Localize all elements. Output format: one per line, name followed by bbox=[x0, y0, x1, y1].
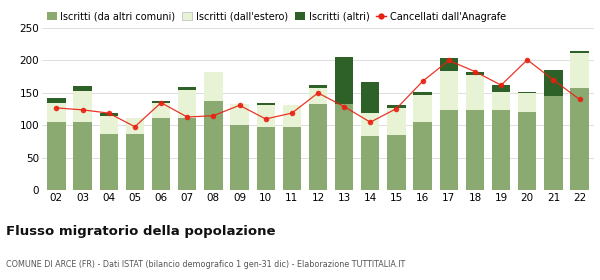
Bar bbox=[257, 103, 275, 105]
Bar bbox=[100, 113, 118, 116]
Bar bbox=[204, 71, 223, 101]
Bar bbox=[335, 57, 353, 104]
Bar bbox=[309, 88, 327, 104]
Legend: Iscritti (da altri comuni), Iscritti (dall'estero), Iscritti (altri), Cancellati: Iscritti (da altri comuni), Iscritti (da… bbox=[47, 11, 506, 22]
Bar bbox=[361, 82, 379, 113]
Bar bbox=[47, 103, 65, 122]
Bar bbox=[492, 92, 510, 110]
Bar bbox=[152, 103, 170, 118]
Bar bbox=[230, 104, 248, 125]
Bar bbox=[440, 71, 458, 110]
Bar bbox=[440, 58, 458, 71]
Bar bbox=[204, 101, 223, 190]
Bar bbox=[73, 87, 92, 91]
Bar bbox=[571, 88, 589, 190]
Bar bbox=[309, 85, 327, 88]
Bar bbox=[361, 113, 379, 136]
Bar bbox=[309, 104, 327, 190]
Bar bbox=[152, 118, 170, 190]
Bar bbox=[413, 92, 432, 95]
Bar bbox=[126, 118, 144, 134]
Bar bbox=[73, 122, 92, 190]
Bar bbox=[466, 75, 484, 110]
Bar bbox=[178, 87, 196, 90]
Bar bbox=[492, 85, 510, 92]
Bar bbox=[466, 72, 484, 75]
Bar bbox=[230, 125, 248, 190]
Bar bbox=[518, 92, 536, 93]
Bar bbox=[47, 122, 65, 190]
Bar bbox=[388, 108, 406, 135]
Bar bbox=[257, 127, 275, 190]
Bar bbox=[466, 110, 484, 190]
Bar bbox=[361, 136, 379, 190]
Bar bbox=[178, 118, 196, 190]
Bar bbox=[73, 91, 92, 122]
Text: Flusso migratorio della popolazione: Flusso migratorio della popolazione bbox=[6, 225, 275, 238]
Bar bbox=[413, 95, 432, 122]
Bar bbox=[544, 96, 563, 190]
Bar bbox=[571, 51, 589, 53]
Bar bbox=[283, 105, 301, 127]
Bar bbox=[283, 127, 301, 190]
Bar bbox=[178, 90, 196, 118]
Bar bbox=[335, 104, 353, 190]
Bar bbox=[440, 110, 458, 190]
Bar bbox=[257, 105, 275, 127]
Bar bbox=[388, 105, 406, 108]
Text: COMUNE DI ARCE (FR) - Dati ISTAT (bilancio demografico 1 gen-31 dic) - Elaborazi: COMUNE DI ARCE (FR) - Dati ISTAT (bilanc… bbox=[6, 260, 405, 269]
Bar bbox=[152, 101, 170, 103]
Bar bbox=[100, 116, 118, 134]
Bar bbox=[388, 135, 406, 190]
Bar bbox=[518, 93, 536, 113]
Bar bbox=[47, 97, 65, 103]
Bar bbox=[518, 113, 536, 190]
Bar bbox=[413, 122, 432, 190]
Bar bbox=[126, 134, 144, 190]
Bar bbox=[571, 53, 589, 88]
Bar bbox=[100, 134, 118, 190]
Bar bbox=[492, 110, 510, 190]
Bar bbox=[544, 70, 563, 96]
